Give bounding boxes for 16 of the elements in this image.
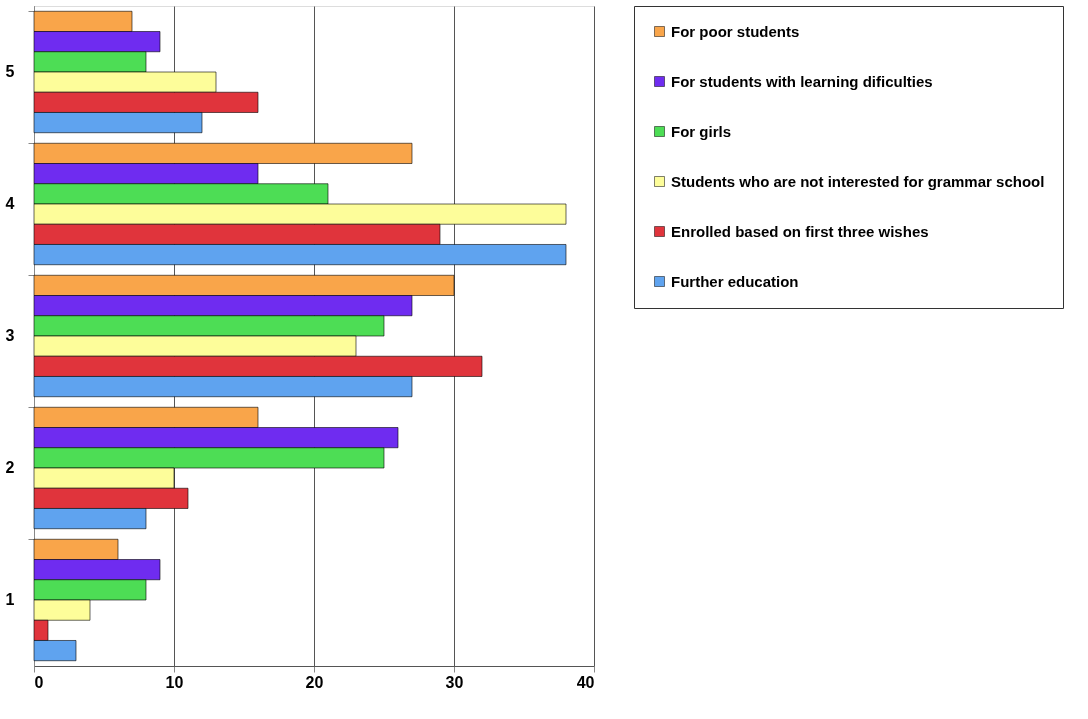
y-tick-label: 4 xyxy=(5,195,15,212)
x-tick-label: 0 xyxy=(34,673,44,691)
y-tick-label: 3 xyxy=(5,327,15,344)
legend-label: Further education xyxy=(671,272,799,290)
legend-label: For poor students xyxy=(671,22,800,40)
legend-label: Enrolled based on first three wishes xyxy=(671,222,929,240)
legend-label: For girls xyxy=(671,122,732,140)
x-tick-label: 30 xyxy=(445,673,464,691)
legend-label: For students with learning dificulties xyxy=(671,72,933,90)
x-tick-label: 20 xyxy=(305,673,324,691)
x-tick-label: 40 xyxy=(576,673,595,691)
x-tick-label: 10 xyxy=(165,673,184,691)
legend-label: Students who are not interested for grammar school xyxy=(671,172,1045,190)
y-tick-label: 5 xyxy=(5,63,15,80)
y-tick-label: 2 xyxy=(5,459,15,476)
y-tick-label: 1 xyxy=(5,591,15,608)
